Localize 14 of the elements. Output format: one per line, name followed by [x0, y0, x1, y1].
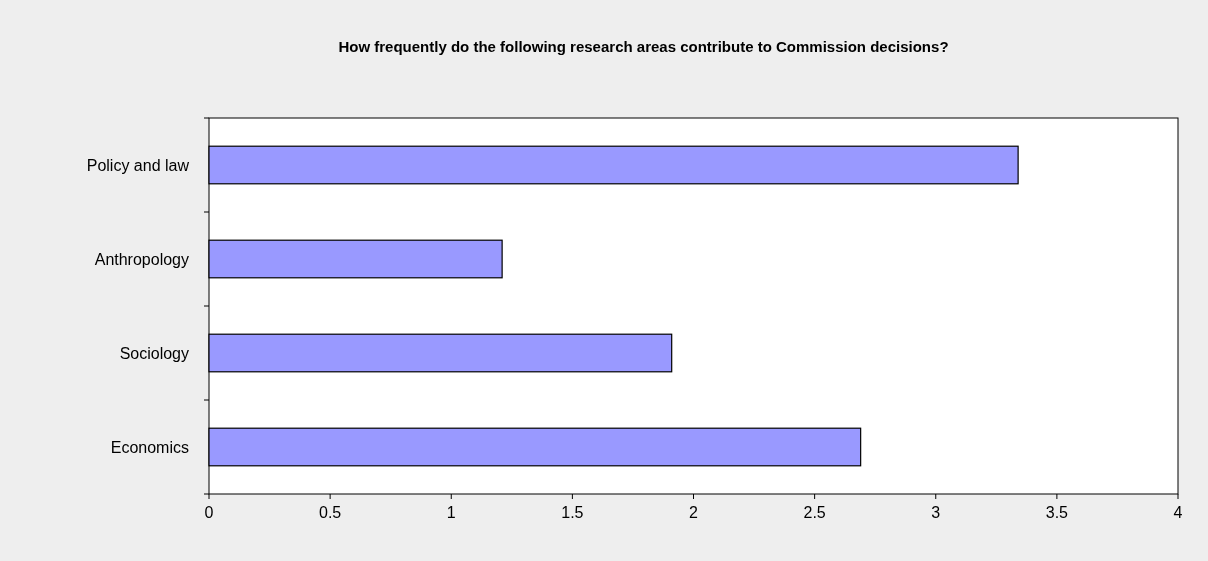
x-tick-label: 3.5	[1045, 504, 1069, 521]
x-tick-label: 4	[1173, 504, 1183, 521]
x-tick-label: 0	[204, 504, 214, 521]
chart-title: How frequently do the following research areas contribute to Commission decisions?	[338, 38, 949, 55]
x-tick-label: 1.5	[561, 504, 584, 521]
x-tick-label: 2.5	[803, 504, 826, 521]
x-tick-label: 2	[689, 504, 699, 521]
y-tick-label: Policy and law	[86, 156, 190, 174]
x-tick-label: 3	[931, 504, 941, 521]
x-tick-label: 1	[446, 504, 456, 521]
y-tick-label: Economics	[110, 438, 189, 456]
y-tick-label: Sociology	[119, 344, 189, 362]
y-tick-label: Anthropology	[94, 250, 189, 268]
x-tick-label: 0.5	[319, 504, 342, 521]
